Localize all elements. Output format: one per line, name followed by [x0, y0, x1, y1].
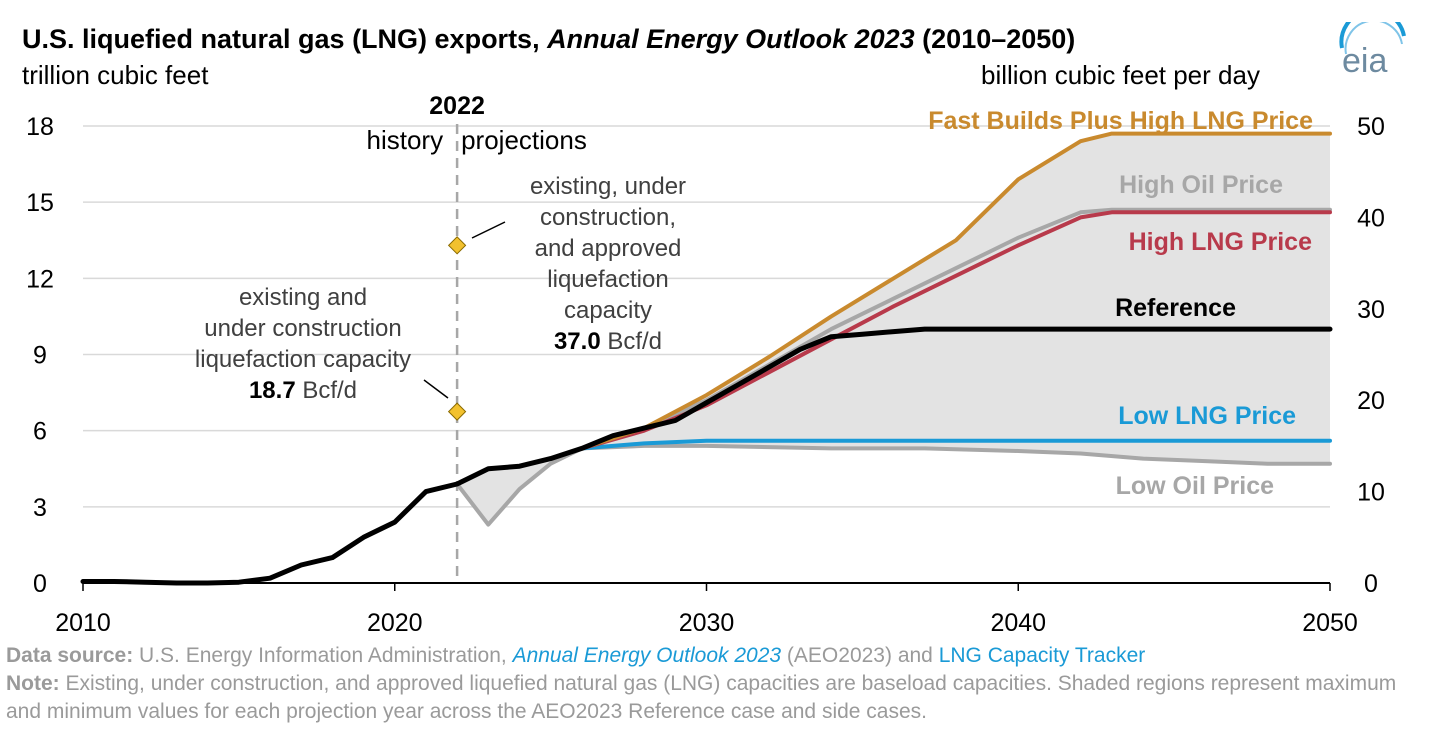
y-tick-label: 9	[33, 342, 47, 370]
series-layer	[80, 131, 1333, 586]
chart-note: Note: Existing, under construction, and …	[6, 672, 1397, 723]
series-line-low-lng-price	[579, 438, 1332, 451]
history-label: history	[367, 125, 444, 155]
capacity-leader-line	[423, 379, 449, 399]
y2-tick-label: 10	[1357, 479, 1385, 507]
right-axis-unit: billion cubic feet per day	[981, 60, 1260, 90]
marker-layer	[423, 221, 506, 421]
y-tick-label: 18	[26, 113, 54, 141]
capacity-annotation-line: under construction	[204, 315, 401, 342]
left-axis-unit: trillion cubic feet	[22, 60, 209, 90]
capacity-annotation-value: 37.0 Bcf/d	[554, 328, 662, 355]
aeo-link[interactable]: Annual Energy Outlook 2023	[512, 644, 782, 667]
capacity-annotation-line: capacity	[564, 297, 652, 324]
capacity-value: 18.7	[249, 377, 296, 404]
series-line-low-oil-price	[455, 443, 1332, 527]
capacity-annotation-value: 18.7 Bcf/d	[249, 377, 357, 404]
lng-tracker-link[interactable]: LNG Capacity Tracker	[938, 644, 1146, 667]
series-label-fast-builds-plus-high-lng-price: Fast Builds Plus High LNG Price	[928, 107, 1313, 135]
capacity-unit: Bcf/d	[296, 377, 357, 404]
y2-tick-label: 0	[1364, 570, 1378, 598]
divider-year-label: 2022	[429, 92, 485, 120]
capacity-annotation-line: construction,	[540, 204, 676, 231]
y2-tick-label: 40	[1357, 204, 1385, 232]
capacity-leader-line	[471, 221, 506, 239]
capacity-value: 37.0	[554, 328, 601, 355]
capacity-annotation-line: liquefaction	[547, 266, 668, 293]
y2-tick-label: 20	[1357, 387, 1385, 415]
y-tick-label: 3	[33, 494, 47, 522]
series-label-high-lng-price: High LNG Price	[1129, 228, 1312, 256]
x-tick-label: 2020	[367, 609, 423, 637]
series-line-reference	[80, 326, 1333, 586]
x-tick-label: 2010	[55, 609, 111, 637]
y-tick-label: 15	[26, 189, 54, 217]
logo-text: eia	[1342, 42, 1387, 78]
y-tick-label: 12	[26, 265, 54, 293]
capacity-annotation-line: and approved	[535, 235, 682, 262]
capacity-annotation-line: liquefaction capacity	[195, 346, 411, 373]
y2-tick-label: 30	[1357, 296, 1385, 324]
capacity-annotation-line: existing and	[239, 284, 367, 311]
label-layer: 2022 history projections Fast Builds Plus H…	[195, 92, 1313, 500]
projections-label: projections	[461, 125, 587, 155]
x-tick-label: 2040	[990, 609, 1046, 637]
series-label-low-lng-price: Low LNG Price	[1118, 402, 1296, 430]
y2-tick-label: 50	[1357, 113, 1385, 141]
capacity-marker	[447, 236, 467, 255]
y-tick-label: 0	[33, 570, 47, 598]
capacity-annotation-line: existing, under	[530, 173, 686, 200]
x-tick-label: 2050	[1302, 609, 1358, 637]
series-label-low-oil-price: Low Oil Price	[1116, 472, 1274, 500]
chart-title: U.S. liquefied natural gas (LNG) exports…	[22, 24, 1076, 54]
series-label-reference: Reference	[1115, 294, 1236, 322]
series-line-high-oil-price	[579, 207, 1332, 451]
y-tick-label: 6	[33, 418, 47, 446]
x-tick-label: 2030	[679, 609, 735, 637]
series-line-fast-builds-plus-high-lng-price	[579, 131, 1332, 451]
capacity-marker	[447, 402, 467, 421]
data-source-note: Data source: U.S. Energy Information Adm…	[6, 644, 1146, 667]
capacity-unit: Bcf/d	[601, 328, 662, 355]
series-label-high-oil-price: High Oil Price	[1119, 171, 1283, 199]
eia-logo: eia	[1339, 22, 1406, 78]
